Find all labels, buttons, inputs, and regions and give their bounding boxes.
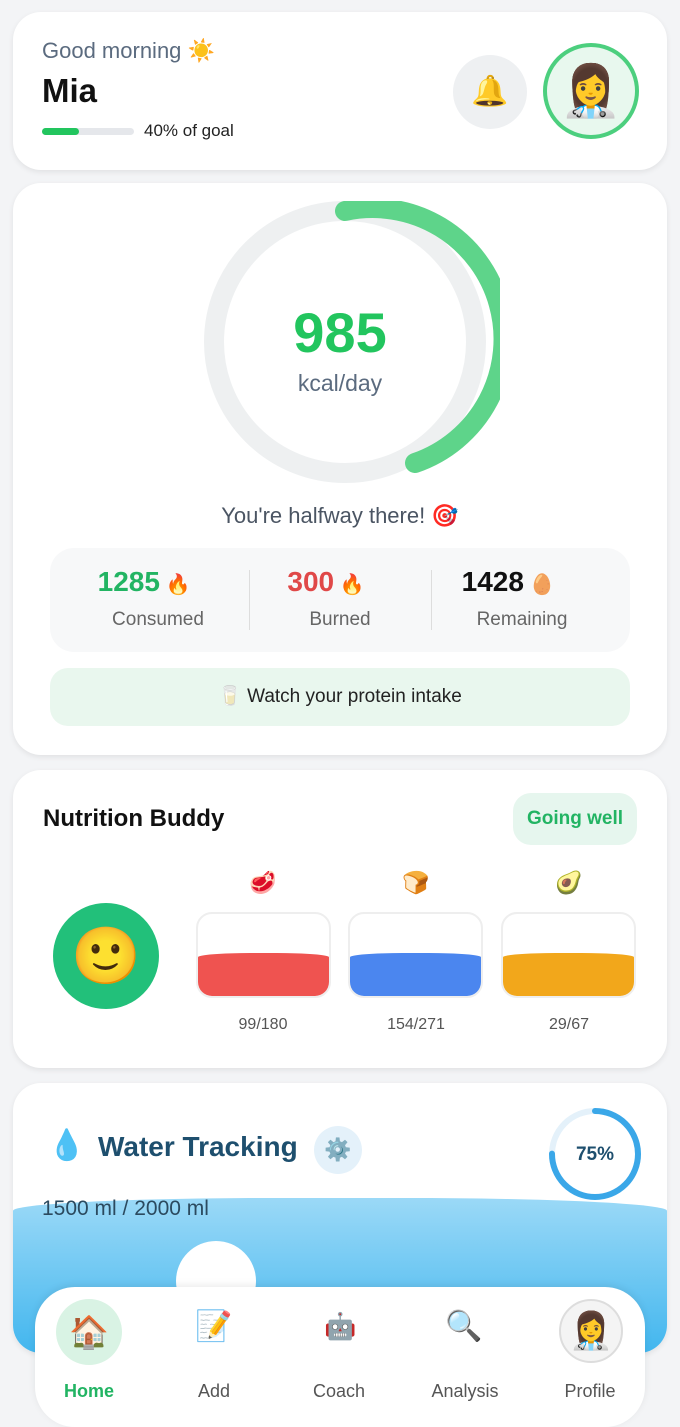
stat-label: Consumed (112, 609, 204, 630)
nutrient-label: 154/271 (387, 1016, 445, 1033)
nav-label[interactable]: Home (63, 1381, 115, 1401)
protein-tank (196, 912, 331, 998)
stat-value: 1428 🥚 (461, 566, 555, 597)
nav-label[interactable]: Coach (312, 1381, 366, 1401)
calorie-value: 985 (293, 301, 387, 364)
water-progress (549, 1108, 641, 1200)
nutrient-label: 29/67 (548, 1016, 590, 1033)
status-pill: Going well (513, 793, 637, 845)
tip-text: Watch your protein intake (247, 686, 462, 707)
drop-icon: 💧 (48, 1129, 86, 1162)
tip: 🥛 Watch your protein intake (50, 668, 630, 726)
nutrition-card: Nutrition Buddy Going well 🙂 (13, 770, 667, 1068)
avatar[interactable]: 👩‍⚕️ (543, 43, 639, 139)
greeting-text: Good morning (42, 38, 182, 63)
bell-button[interactable]: 🔔 (453, 55, 527, 129)
water-ring: 75% (549, 1108, 641, 1200)
message-text: You're halfway there! (221, 503, 426, 528)
calorie-card: 985 kcal/day You're halfway there! 🎯 128… (13, 183, 667, 755)
calorie-ring (204, 201, 500, 483)
settings-button[interactable]: ⚙️ (314, 1126, 362, 1174)
nutrition-title: Nutrition Buddy (43, 805, 225, 832)
goal-fill (42, 128, 79, 135)
calorie-unit: kcal/day (297, 370, 383, 396)
goal-label: 40% of goal (144, 121, 234, 140)
water-title: Water Tracking (98, 1131, 298, 1162)
carb-tank (348, 912, 483, 998)
stat-label: Remaining (476, 609, 568, 630)
water-amount: 1500 ml / 2000 ml (42, 1197, 209, 1220)
message: You're halfway there! 🎯 (221, 503, 459, 528)
nav-label[interactable]: Add (197, 1381, 231, 1401)
bottom-nav: 🏠 📝 🤖 🔍 👩‍⚕️ (35, 1287, 645, 1427)
greeting: Good morning ☀️ (42, 38, 215, 63)
goal-track (42, 128, 134, 135)
nav-label[interactable]: Analysis (431, 1381, 499, 1401)
stat-value: 1285 🔥 (97, 566, 191, 597)
stat-label: Burned (309, 609, 371, 630)
nav-label[interactable]: Profile (564, 1381, 616, 1401)
fat-tank (501, 912, 636, 998)
ring-progress (335, 201, 500, 473)
nutrient-label: 99/180 (238, 1016, 288, 1033)
header-card: Good morning ☀️ Mia 40% of goal 🔔 👩‍⚕️ (13, 12, 667, 170)
buddy-face: 🙂 (53, 903, 159, 1009)
user-name: Mia (42, 72, 98, 109)
stat-value: 300 🔥 (287, 566, 365, 597)
water-percent: 75% (576, 1144, 614, 1165)
stats-box (50, 548, 630, 652)
